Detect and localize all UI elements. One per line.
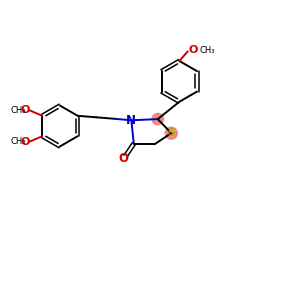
Text: N: N (126, 114, 136, 127)
Text: O: O (20, 105, 29, 115)
Circle shape (165, 127, 177, 139)
Text: CH₃: CH₃ (11, 106, 26, 115)
Text: O: O (20, 137, 29, 147)
Circle shape (152, 113, 164, 125)
Text: CH₃: CH₃ (199, 46, 215, 55)
Text: O: O (118, 152, 128, 165)
Text: S: S (167, 128, 175, 138)
Text: O: O (188, 45, 198, 55)
Text: CH₃: CH₃ (11, 137, 26, 146)
